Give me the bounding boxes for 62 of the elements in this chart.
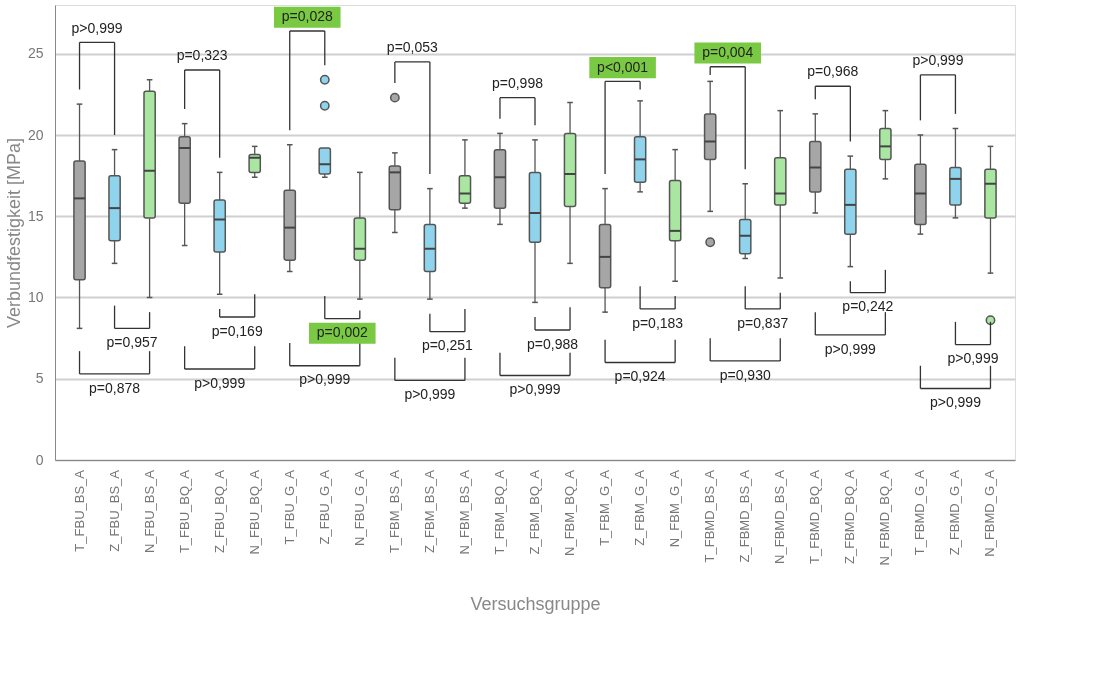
x-tick-label: N_FBU_G_A <box>351 469 367 546</box>
annotation: p>0,999 <box>71 19 123 36</box>
annotation: p>0,999 <box>404 386 456 402</box>
annotation: p=0,930 <box>719 366 771 383</box>
annotation: p>0,999 <box>299 371 351 388</box>
x-tick-label: T_FBM_G_A <box>597 469 613 546</box>
x-tick-label: Z_FBU_G_A <box>316 469 332 545</box>
x-tick-label: N_FBU_BQ_A <box>246 469 262 555</box>
annotation: p=0,998 <box>491 74 544 91</box>
annotation: p>0,999 <box>509 381 561 398</box>
annotation: p=0,169 <box>211 322 263 339</box>
y-tick-label: 20 <box>27 126 44 143</box>
x-tick-label: Z_FBMD_G_A <box>947 469 963 556</box>
annotation: p>0,999 <box>929 394 982 411</box>
y-tick-label: 25 <box>27 45 44 62</box>
annotation: p>0,999 <box>947 350 999 367</box>
x-tick-label: T_FBMD_BQ_A <box>807 469 823 564</box>
annotation: p=0,957 <box>106 334 158 350</box>
y-tick-label: 10 <box>27 289 44 305</box>
annotation: p>0,999 <box>194 374 246 391</box>
x-tick-label: T_FBMD_BS_A <box>702 469 718 563</box>
annotation: p=0,053 <box>386 39 439 56</box>
x-tick-label: N_FBM_G_A <box>667 469 683 548</box>
x-tick-label: T_FBM_BS_A <box>386 469 402 554</box>
x-tick-label: T_FBM_BQ_A <box>491 469 507 555</box>
x-tick-label: Z_FBU_BQ_A <box>211 469 227 554</box>
x-tick-label: Z_FBM_G_A <box>632 469 648 546</box>
x-tick-label: T_FBU_G_A <box>281 469 297 545</box>
x-tick-label: Z_FBMD_BS_A <box>737 469 753 563</box>
x-tick-label: T_FBMD_G_A <box>912 469 928 556</box>
annotation: p=0,028 <box>281 8 333 25</box>
x-tick-label: N_FBU_BS_A <box>141 469 157 554</box>
annotation: p=0,988 <box>527 335 579 352</box>
annotation: p=0,323 <box>176 47 228 64</box>
annotation: p=0,837 <box>737 314 789 331</box>
x-axis-title: Versuchsgruppe <box>470 593 601 614</box>
annotation: p=0,251 <box>421 337 474 354</box>
annotation: p>0,999 <box>824 340 877 357</box>
y-tick-label: 5 <box>35 370 44 387</box>
x-tick-label: N_FBMD_G_A <box>982 469 998 557</box>
x-tick-label: N_FBM_BS_A <box>456 469 472 555</box>
annotation: p=0,242 <box>842 298 894 315</box>
annotation: p=0,183 <box>632 314 684 331</box>
y-tick-label: 0 <box>35 451 44 468</box>
x-tick-label: Z_FBM_BQ_A <box>527 469 542 555</box>
annotation: p=0,924 <box>614 368 666 385</box>
y-axis-title: Verbundfestigkeit [MPa] <box>3 137 24 329</box>
annotation: p=0,968 <box>807 63 859 80</box>
annotation: p=0,878 <box>89 379 141 396</box>
annotation: p=0,002 <box>316 324 369 341</box>
x-tick-label: T_FBU_BS_A <box>71 469 87 552</box>
x-tick-label: Z_FBU_BS_A <box>106 469 122 552</box>
annotation: p=0,004 <box>702 43 754 60</box>
x-tick-label: Z_FBMD_BQ_A <box>842 469 858 564</box>
y-tick-label: 15 <box>27 207 44 224</box>
x-tick-label: Z_FBM_BS_A <box>421 469 437 554</box>
annotation: p<0,001 <box>597 58 649 75</box>
x-tick-label: N_FBM_BQ_A <box>562 469 578 556</box>
x-tick-label: T_FBU_BQ_A <box>176 469 192 554</box>
x-tick-label: N_FBMD_BS_A <box>772 469 788 564</box>
x-tick-label: N_FBMD_BQ_A <box>877 469 893 566</box>
annotation: p>0,999 <box>912 52 964 69</box>
